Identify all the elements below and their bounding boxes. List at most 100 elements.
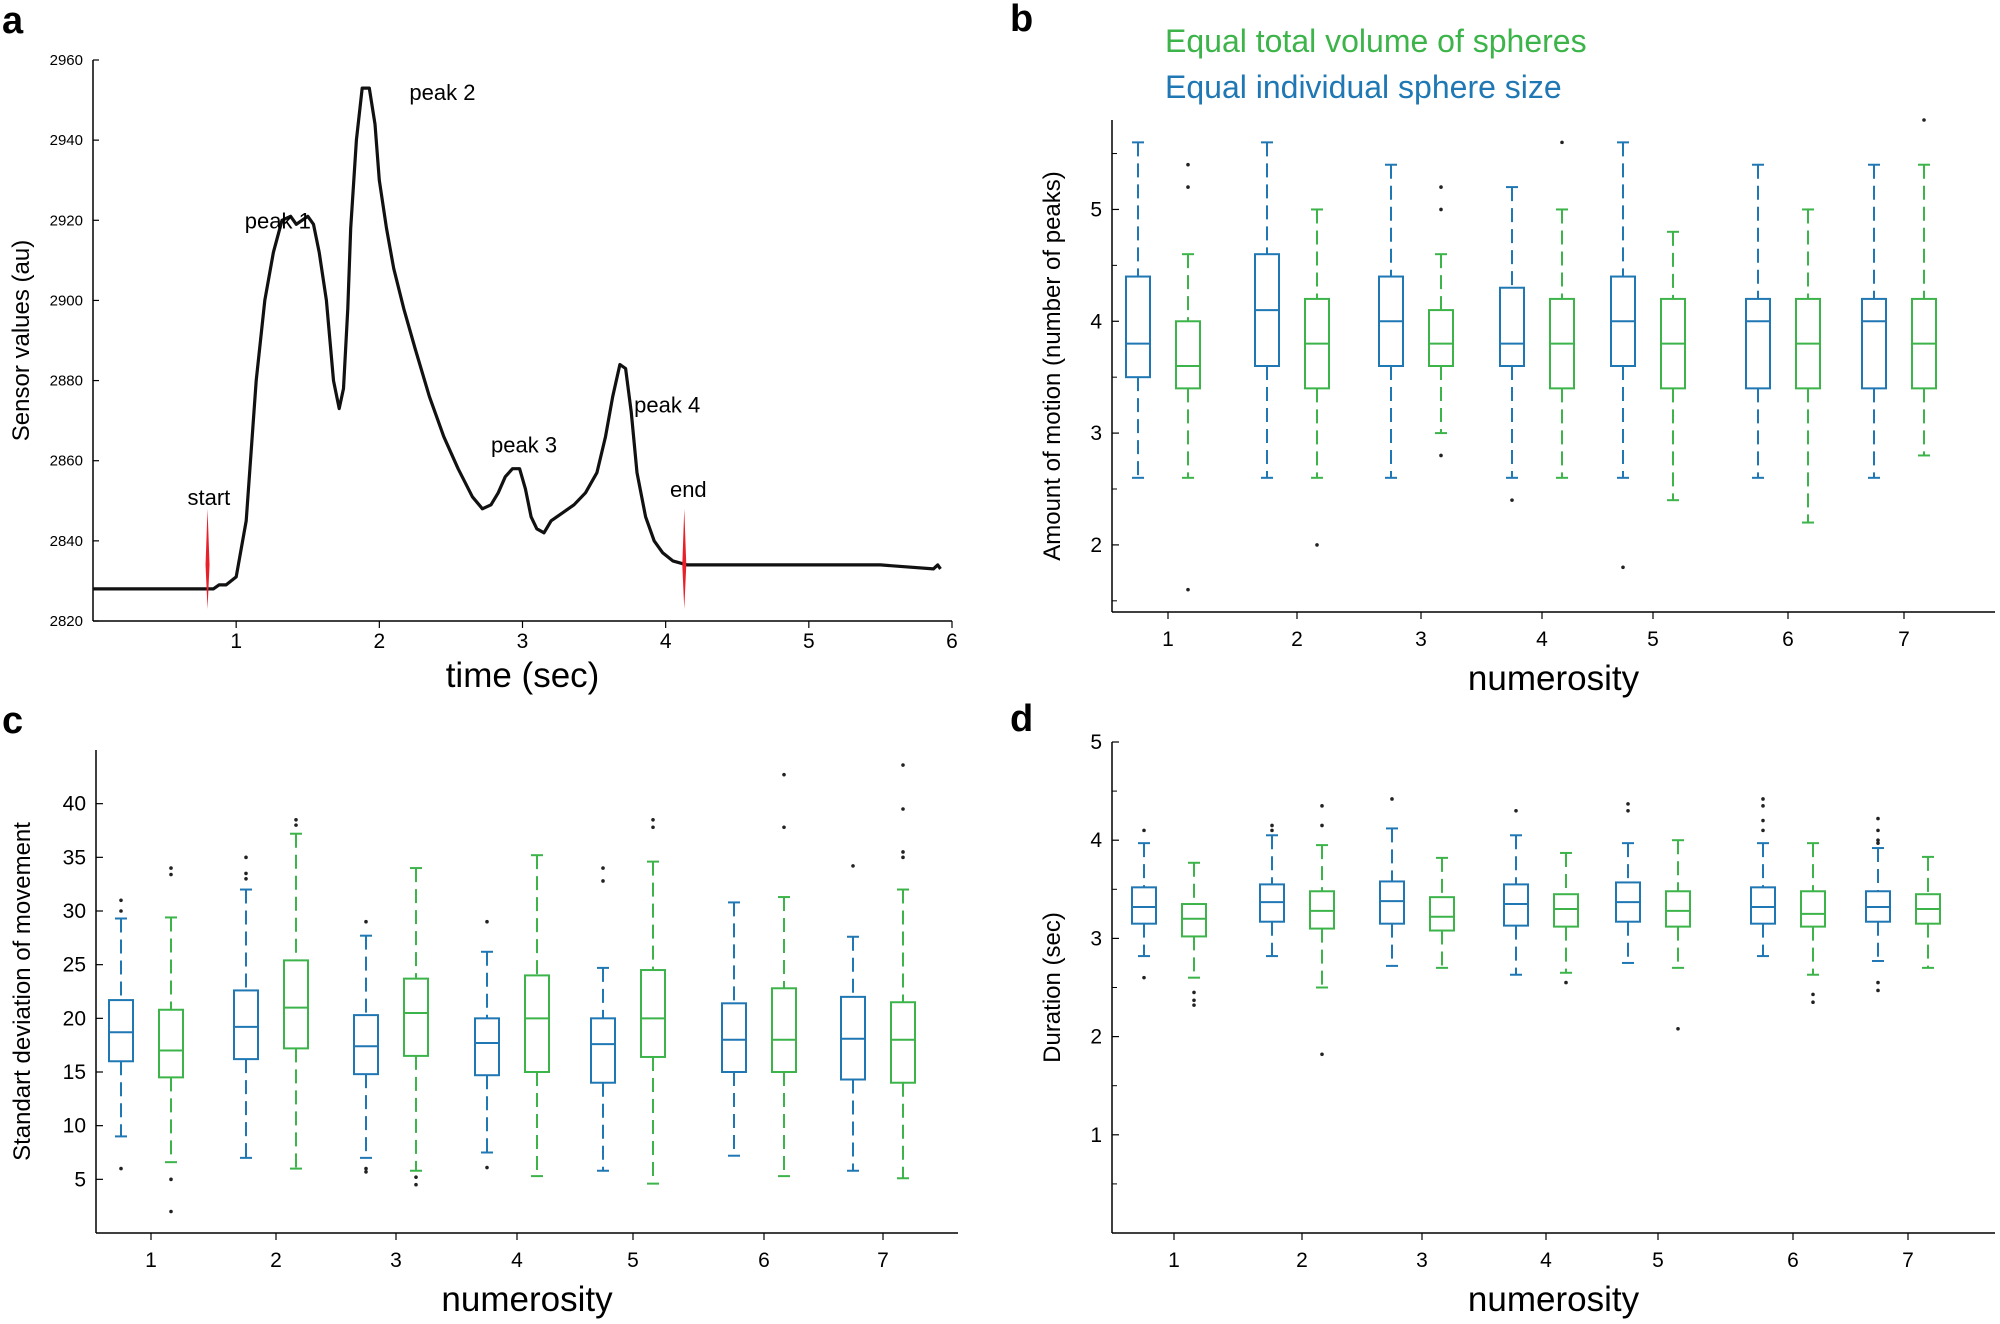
box-green-7 (1911, 118, 1937, 457)
outlier-point (119, 1166, 123, 1171)
chart-b-ytick-label: 4 (1090, 310, 1102, 333)
outlier-point (1676, 1026, 1680, 1031)
chart-b-axes: 2 3 4 5 1 2 3 4 5 6 7 numerosity Amount of motion (n… (1039, 120, 1995, 698)
outlier-point (1186, 185, 1190, 189)
chart-c-xtick-label: 6 (758, 1249, 770, 1272)
chart-a-annotation: peak 2 (409, 80, 475, 105)
outlier-point (651, 825, 655, 830)
box-blue-5 (590, 866, 616, 1172)
outlier-point (901, 763, 905, 767)
box-iqr (1499, 286, 1525, 367)
outlier-point (364, 1166, 368, 1171)
chart-b-xtick-label: 2 (1291, 628, 1303, 651)
box-blue-2 (233, 855, 259, 1159)
outlier-point (364, 1170, 368, 1174)
chart-b-xtick-label: 6 (1782, 628, 1794, 651)
chart-c-xtick-label: 7 (877, 1249, 889, 1272)
outlier-point (782, 825, 786, 830)
box-green-4 (524, 854, 550, 1178)
box-blue-7 (1861, 163, 1887, 479)
chart-a-xtick-label: 1 (230, 630, 242, 653)
box-green-6 (1800, 842, 1826, 1005)
chart-a-ytick-label: 2820 (50, 613, 83, 630)
outlier-point (364, 919, 368, 924)
box-blue-6 (1750, 797, 1776, 958)
chart-d-ytick-label: 1 (1090, 1124, 1102, 1147)
chart-b-xtick-label: 1 (1162, 628, 1174, 651)
chart-b-ytick-label: 2 (1090, 534, 1102, 557)
box-iqr (1800, 890, 1826, 928)
chart-c-ytick-label: 30 (63, 900, 86, 923)
outlier-point (901, 850, 905, 854)
chart-d-ytick-label: 2 (1090, 1026, 1102, 1049)
box-iqr (233, 989, 259, 1061)
chart-a-xtick-label: 5 (803, 630, 815, 653)
outlier-point (414, 1182, 418, 1187)
box-iqr (1745, 297, 1771, 390)
box-iqr (1181, 903, 1207, 938)
chart-c-ytick-label: 5 (74, 1168, 86, 1191)
box-green-3 (1428, 185, 1454, 458)
chart-a-ytick-label: 2900 (50, 292, 83, 309)
outlier-point (119, 909, 123, 913)
outlier-point (1621, 565, 1625, 570)
box-green-5 (1665, 839, 1691, 1031)
outlier-point (1142, 975, 1146, 980)
outlier-point (1510, 498, 1514, 502)
outlier-point (1761, 804, 1765, 808)
chart-c-ytick-label: 25 (63, 954, 86, 977)
box-blue-3 (1378, 163, 1404, 479)
box-iqr (283, 959, 309, 1050)
chart-a-xlabel: time (sec) (446, 656, 600, 695)
box-blue-2 (1254, 141, 1280, 479)
outlier-point (1320, 804, 1324, 808)
outlier-point (851, 864, 855, 868)
outlier-point (1439, 185, 1443, 189)
outlier-point (601, 866, 605, 870)
outlier-point (1270, 828, 1274, 833)
chart-a-marker-end (682, 508, 687, 609)
outlier-point (1761, 797, 1765, 801)
box-green-6 (771, 772, 797, 1178)
chart-c-xlabel: numerosity (441, 1280, 613, 1319)
chart-a-xtick-label: 3 (517, 630, 529, 653)
box-iqr (403, 977, 429, 1057)
outlier-point (651, 817, 655, 822)
chart-c-ytick-label: 40 (63, 793, 86, 816)
box-green-2 (1304, 208, 1330, 547)
box-blue-5 (1610, 141, 1636, 570)
outlier-point (244, 877, 248, 881)
chart-c-axes: 5 10 15 20 25 30 35 40 1 2 3 4 5 6 7 numerosity Standart… (9, 750, 958, 1319)
chart-d-xtick-label: 7 (1902, 1249, 1914, 1272)
box-iqr (1750, 886, 1776, 925)
chart-d-axes: 1 2 3 4 5 1 2 3 4 5 6 7 numerosity Duration (sec) (1039, 731, 1995, 1319)
chart-c-xtick-label: 3 (390, 1249, 402, 1272)
outlier-point (601, 879, 605, 883)
outlier-point (1761, 818, 1765, 823)
outlier-point (1876, 838, 1880, 842)
outlier-point (1626, 808, 1630, 813)
outlier-point (1186, 587, 1190, 592)
chart-d-series-blue (1131, 797, 1891, 993)
chart-d-xtick-label: 4 (1540, 1249, 1552, 1272)
box-iqr (890, 1001, 916, 1084)
chart-a-annotation: peak 1 (245, 208, 311, 233)
chart-a-ylabel: Sensor values (au) (8, 240, 35, 441)
box-iqr (108, 999, 134, 1063)
chart-a-ytick-label: 2840 (50, 533, 83, 550)
box-iqr (353, 1014, 379, 1076)
chart-a-annotation: start (187, 485, 230, 510)
box-blue-1 (1125, 141, 1151, 479)
panel-label-d: d (1010, 698, 1033, 740)
chart-a-xtick-label: 6 (946, 630, 958, 653)
chart-a-sensor-line (93, 86, 942, 591)
outlier-point (1320, 823, 1324, 828)
outlier-point (1192, 998, 1196, 1003)
box-blue-2 (1259, 823, 1285, 958)
box-blue-5 (1615, 802, 1641, 964)
outlier-point (901, 855, 905, 860)
outlier-point (1876, 988, 1880, 993)
box-green-5 (1660, 230, 1686, 502)
box-iqr (1665, 890, 1691, 928)
